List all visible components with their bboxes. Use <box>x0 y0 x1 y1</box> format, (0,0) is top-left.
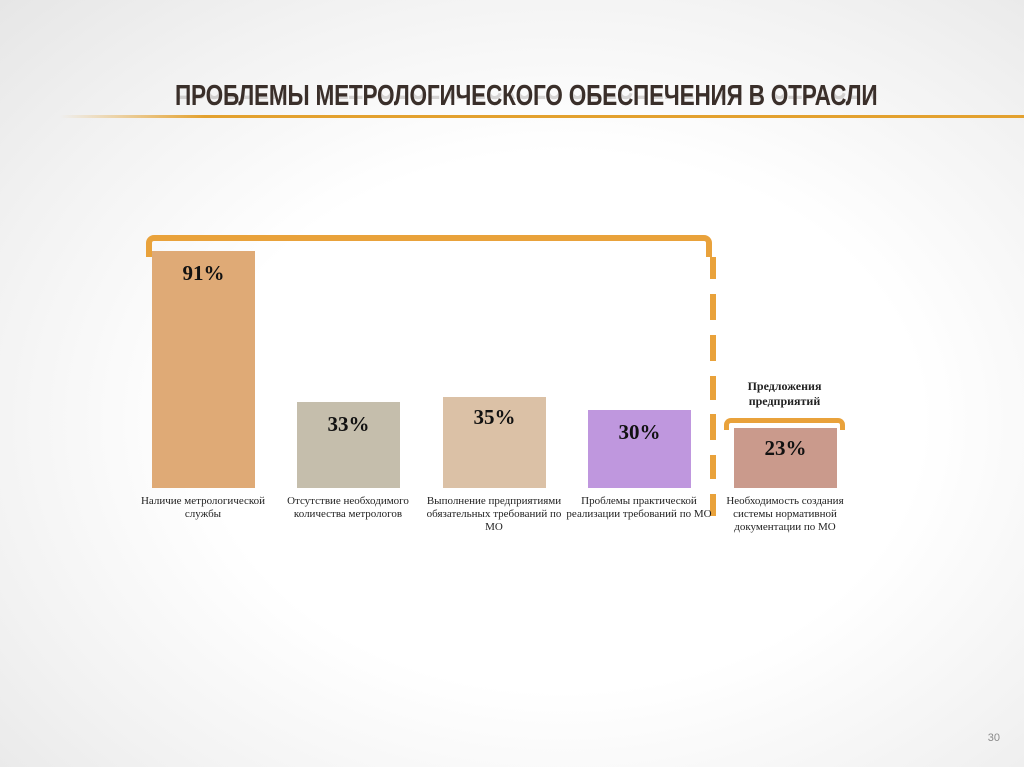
bar-2: 33% <box>297 402 400 488</box>
proposals-group-bracket <box>724 418 845 430</box>
category-label: Необходимость создания системы нормативн… <box>726 495 844 533</box>
bar-1: 91% <box>152 251 255 488</box>
category-label: Выполнение предприятиями обязательных тр… <box>426 495 562 533</box>
bar-value-label: 33% <box>327 412 370 436</box>
divider-dash <box>710 455 716 479</box>
problems-group-bracket <box>146 235 712 257</box>
bar-value-label: 23% <box>764 436 807 460</box>
category-label: Наличие метрологической службы <box>140 495 266 520</box>
category-label: Отсутствие необходимого количества метро… <box>287 495 409 520</box>
bar-4: 30% <box>588 410 691 488</box>
category-label: Проблемы практической реализации требова… <box>566 495 712 520</box>
bar-value-label: 35% <box>473 405 516 429</box>
bar-value-label: 30% <box>618 420 661 444</box>
divider-dash <box>710 494 716 516</box>
bar-3: 35% <box>443 397 546 488</box>
title-underline <box>60 115 1024 118</box>
bar-value-label: 91% <box>182 261 225 285</box>
slide-title-reflection: ПРОБЛЕМЫ МЕТРОЛОГИЧЕСКОГО ОБЕСПЕЧЕНИЯ В … <box>175 92 877 104</box>
divider-dash <box>710 257 716 279</box>
divider-dash <box>710 414 716 440</box>
divider-dash <box>710 376 716 400</box>
proposals-group-label: Предложения предприятий <box>747 379 822 408</box>
slide-title: ПРОБЛЕМЫ МЕТРОЛОГИЧЕСКОГО ОБЕСПЕЧЕНИЯ В … <box>175 80 878 112</box>
bar-5: 23% <box>734 428 837 488</box>
divider-dash <box>710 335 716 361</box>
page-number: 30 <box>987 732 1000 744</box>
divider-dash <box>710 294 716 320</box>
